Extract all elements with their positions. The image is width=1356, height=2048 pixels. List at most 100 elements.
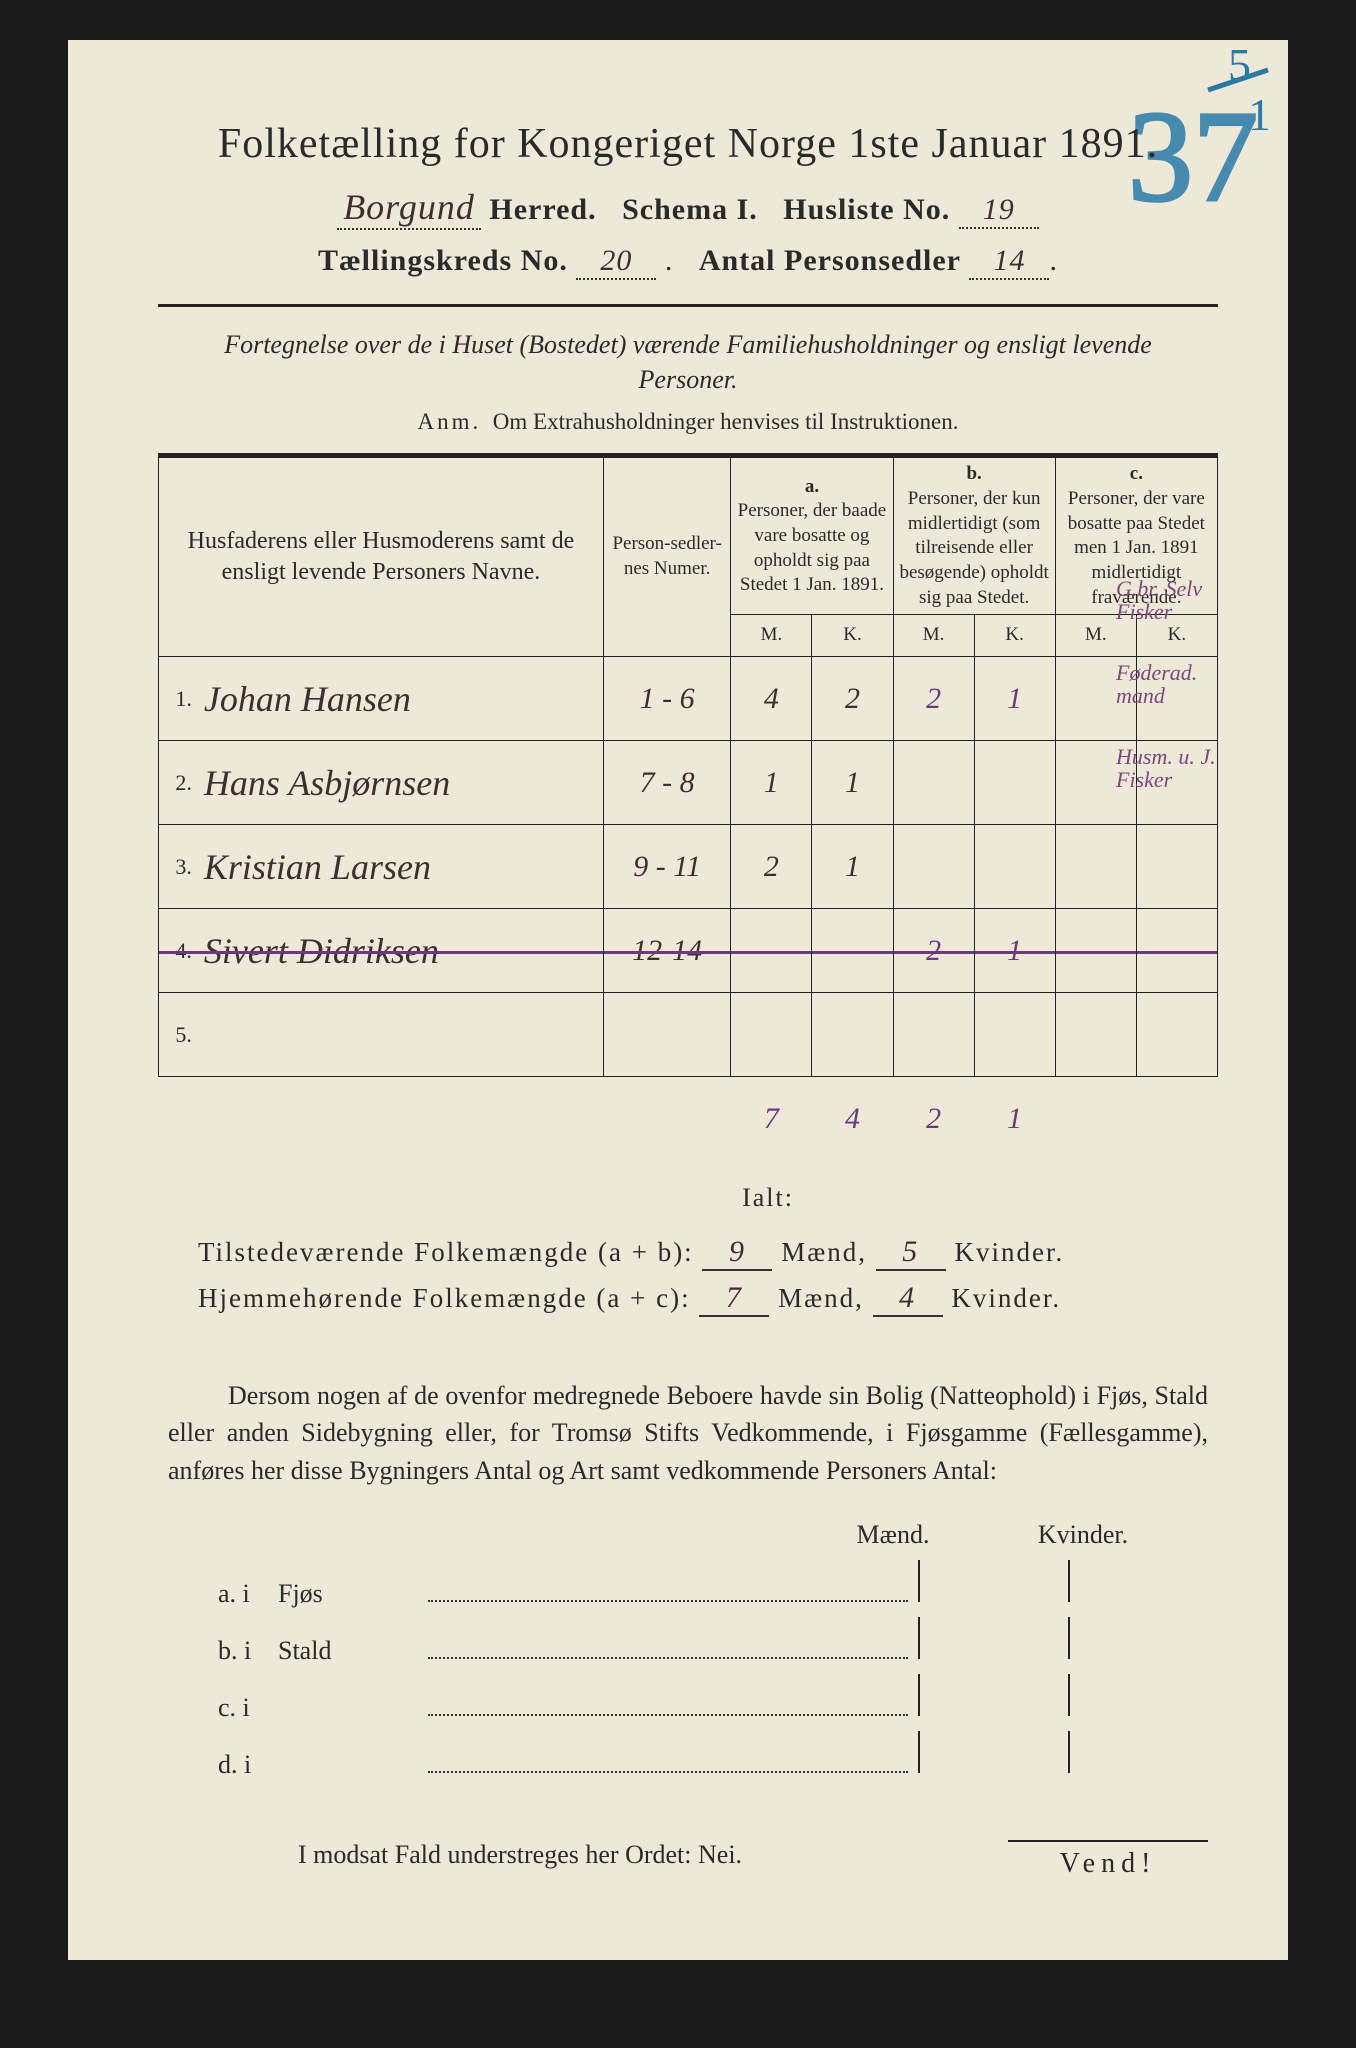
- data-cell: [974, 993, 1055, 1077]
- col-a-k: K.: [812, 615, 893, 657]
- sum-home: Hjemmehørende Folkemængde (a + c): 7 Mæn…: [198, 1281, 1218, 1317]
- kreds-label: Tællingskreds No.: [318, 244, 568, 277]
- total-cell: [1136, 1077, 1217, 1161]
- margin-annotation: G.br. Selv Fisker: [1116, 577, 1226, 623]
- maend-box: [918, 1617, 1068, 1659]
- data-cell: [974, 825, 1055, 909]
- col-b-k: K.: [974, 615, 1055, 657]
- anm-line: Anm. Om Extrahusholdninger henvises til …: [158, 409, 1218, 435]
- data-cell: [812, 993, 893, 1077]
- row-number: 3.: [159, 825, 198, 909]
- sum-home-m: 7: [699, 1281, 769, 1317]
- name-cell: Johan Hansen: [198, 657, 604, 741]
- table-row: 3.Kristian Larsen9 - 1121: [159, 825, 1218, 909]
- building-rows: a. iFjøsb. iStaldc. id. i: [158, 1560, 1218, 1780]
- sum-home-label: Hjemmehørende Folkemængde (a + c):: [198, 1283, 691, 1313]
- building-letter: c. i: [218, 1693, 278, 1723]
- building-name: Stald: [278, 1636, 418, 1666]
- data-cell: [1136, 825, 1217, 909]
- sum-present-m: 9: [702, 1235, 772, 1271]
- corner-fraction-top: 5: [1228, 39, 1251, 90]
- herred-value: Borgund: [337, 186, 481, 230]
- data-cell: 1: [974, 657, 1055, 741]
- data-cell: 9 - 11: [603, 825, 730, 909]
- sum-present: Tilstedeværende Folkemængde (a + b): 9 M…: [198, 1235, 1218, 1271]
- dotted-line: [428, 1771, 908, 1773]
- data-cell: 2: [893, 909, 974, 993]
- maend-box: [918, 1560, 1068, 1602]
- total-cell: 2: [893, 1077, 974, 1161]
- k-word: Kvinder.: [954, 1237, 1064, 1267]
- sedler-label: Antal Personsedler: [699, 244, 961, 277]
- data-cell: [1136, 993, 1217, 1077]
- margin-annotation: Føderad. mand: [1116, 661, 1226, 707]
- building-letter: b. i: [218, 1636, 278, 1666]
- k-word: Kvinder.: [951, 1283, 1061, 1313]
- name-cell: Sivert Didriksen: [198, 909, 604, 993]
- data-cell: [974, 741, 1055, 825]
- data-cell: [1055, 909, 1136, 993]
- herred-label: Herred.: [489, 193, 596, 226]
- col-b-m: M.: [893, 615, 974, 657]
- table-row: 5.: [159, 993, 1218, 1077]
- building-row: b. iStald: [218, 1617, 1218, 1666]
- building-row: c. i: [218, 1674, 1218, 1723]
- data-cell: [893, 741, 974, 825]
- m-word: Mænd,: [778, 1283, 864, 1313]
- col-numer: Person-sedler-nes Numer.: [603, 458, 730, 657]
- subtitle: Fortegnelse over de i Huset (Bostedet) v…: [178, 327, 1198, 397]
- husliste-value: 19: [959, 193, 1039, 229]
- vend-label: Vend!: [1008, 1840, 1208, 1880]
- ialt-label: Ialt:: [318, 1183, 1218, 1213]
- sum-home-k: 4: [873, 1281, 943, 1317]
- maend-box: [918, 1674, 1068, 1716]
- corner-fraction-bottom: 1: [1248, 89, 1271, 140]
- m-word: Mænd,: [781, 1237, 867, 1267]
- row-number: 4.: [159, 909, 198, 993]
- dotted-line: [428, 1600, 908, 1602]
- data-cell: [1055, 825, 1136, 909]
- row-number: 1.: [159, 657, 198, 741]
- total-cell: 7: [731, 1077, 812, 1161]
- building-name: Fjøs: [278, 1579, 418, 1609]
- data-cell: 1 - 6: [603, 657, 730, 741]
- col-a-m: M.: [731, 615, 812, 657]
- dotted-line: [428, 1714, 908, 1716]
- kreds-value: 20: [576, 244, 656, 280]
- data-cell: [731, 909, 812, 993]
- building-mk-header: Mænd. Kvinder.: [158, 1520, 1158, 1550]
- total-cell: 4: [812, 1077, 893, 1161]
- kvinder-box: [1068, 1560, 1218, 1602]
- building-paragraph: Dersom nogen af de ovenfor medregnede Be…: [168, 1377, 1208, 1490]
- data-cell: 2: [731, 825, 812, 909]
- margin-annotation: Husm. u. J. Fisker: [1116, 745, 1226, 791]
- data-cell: [1055, 993, 1136, 1077]
- column-totals-row: 7421: [159, 1077, 1218, 1161]
- data-cell: 2: [812, 657, 893, 741]
- building-letter: a. i: [218, 1579, 278, 1609]
- building-row: d. i: [218, 1731, 1218, 1780]
- divider: [158, 304, 1218, 307]
- data-cell: 2: [893, 657, 974, 741]
- data-cell: 7 - 8: [603, 741, 730, 825]
- data-cell: 1: [812, 825, 893, 909]
- anm-label: Anm.: [418, 409, 482, 434]
- anm-text: Om Extrahusholdninger henvises til Instr…: [493, 409, 959, 434]
- census-form-page: 5 1 37 Folketælling for Kongeriget Norge…: [68, 40, 1288, 1960]
- col-b: b. Personer, der kun midlertidigt (som t…: [893, 458, 1055, 615]
- row-number: 2.: [159, 741, 198, 825]
- data-cell: 1: [974, 909, 1055, 993]
- kvinder-box: [1068, 1617, 1218, 1659]
- table-wrap: Husfaderens eller Husmoderens samt de en…: [158, 457, 1218, 1160]
- row-number: 5.: [159, 993, 198, 1077]
- header-line-2: Borgund Herred. Schema I. Husliste No. 1…: [158, 186, 1218, 230]
- header-line-3: Tællingskreds No. 20 . Antal Personsedle…: [158, 244, 1218, 280]
- schema-label: Schema I.: [622, 193, 758, 226]
- data-cell: 4: [731, 657, 812, 741]
- form-header: Folketælling for Kongeriget Norge 1ste J…: [158, 120, 1218, 280]
- kvinder-box: [1068, 1731, 1218, 1773]
- sedler-value: 14: [969, 244, 1049, 280]
- sum-present-label: Tilstedeværende Folkemængde (a + b):: [198, 1237, 694, 1267]
- kvinder-label: Kvinder.: [1008, 1520, 1158, 1550]
- building-row: a. iFjøs: [218, 1560, 1218, 1609]
